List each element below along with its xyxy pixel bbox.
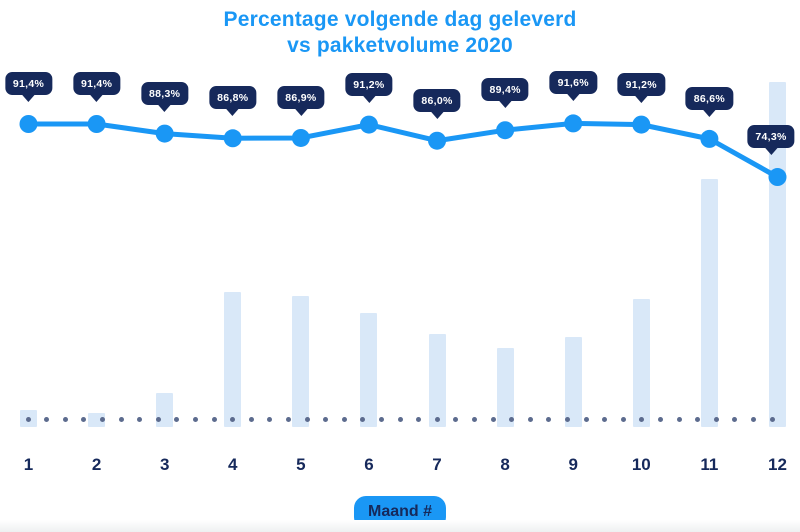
baseline-dot (397, 416, 403, 422)
baseline-dot (62, 416, 68, 422)
volume-bar-month-11 (700, 178, 718, 427)
x-axis-label-month-11: 11 (700, 455, 719, 474)
x-axis-label-month-3: 3 (159, 455, 170, 474)
percentage-badge-month-5: 86,9% (277, 85, 325, 109)
percentage-badge-month-4: 86,8% (209, 86, 257, 110)
volume-bar-month-7 (428, 333, 446, 427)
volume-bar-month-6 (360, 313, 378, 427)
volume-bar-month-9 (564, 337, 582, 427)
baseline-dot (546, 416, 552, 422)
volume-bar-month-4 (224, 292, 242, 427)
x-axis-label-month-9: 9 (568, 455, 578, 474)
line-point-month-3 (155, 124, 174, 143)
percentage-badge-month-11: 86,6% (685, 86, 734, 110)
bottom-fade (0, 520, 800, 532)
percentage-badge-month-9: 91,6% (549, 71, 597, 95)
line-point-month-9 (564, 114, 583, 133)
percentage-badge-month-6: 91,2% (345, 72, 393, 96)
baseline-dot (44, 416, 50, 422)
percentage-badge-month-12: 74,3% (747, 125, 795, 148)
baseline-dot (713, 416, 719, 422)
line-point-month-1 (19, 115, 38, 133)
x-axis-label-month-8: 8 (500, 455, 510, 474)
baseline-dot (81, 416, 87, 422)
baseline-dot (695, 416, 701, 422)
line-point-month-10 (632, 115, 651, 134)
volume-bar-month-5 (292, 295, 310, 427)
baseline-dot (564, 416, 570, 422)
x-axis-label-month-1: 1 (23, 455, 34, 474)
chart-title-line2: vs pakketvolume 2020 (287, 33, 513, 57)
line-point-month-11 (700, 129, 719, 148)
baseline-dot (174, 416, 180, 422)
line-point-month-2 (87, 115, 106, 133)
percentage-badge-month-10: 91,2% (617, 72, 665, 96)
baseline-dot (267, 416, 273, 422)
volume-bar-month-8 (496, 347, 514, 427)
line-point-month-7 (428, 131, 447, 150)
baseline-dot (304, 416, 310, 422)
line-point-month-4 (223, 129, 242, 148)
x-axis-label-month-12: 12 (768, 455, 787, 474)
chart-title: Percentage volgende dag geleverd vs pakk… (0, 7, 800, 58)
baseline-dot (25, 416, 31, 422)
baseline-dot (211, 416, 217, 422)
x-axis-label-month-10: 10 (631, 455, 651, 474)
baseline-dot (602, 416, 608, 422)
baseline-dot (490, 416, 496, 422)
baseline-dot (230, 416, 236, 422)
baseline-dot (416, 416, 422, 422)
baseline-dot (118, 416, 124, 422)
x-axis-label-month-2: 2 (91, 455, 102, 474)
baseline-dot (509, 416, 515, 422)
baseline-dot (583, 416, 589, 422)
percentage-badge-month-8: 89,4% (481, 78, 529, 102)
percentage-badge-month-7: 86,0% (413, 88, 461, 112)
baseline-dot (341, 416, 347, 422)
baseline-dot (323, 416, 329, 422)
line-point-month-5 (291, 128, 310, 147)
baseline-dot (769, 416, 775, 422)
line-point-month-12 (768, 168, 787, 187)
percentage-badge-month-2: 91,4% (72, 72, 121, 95)
baseline-dot (434, 416, 440, 422)
percentage-badge-month-1: 91,4% (4, 72, 53, 95)
percentage-badge-month-3: 88,3% (141, 81, 189, 105)
volume-bar-month-12 (768, 82, 786, 427)
baseline-dot (248, 416, 254, 422)
baseline-dot (676, 416, 682, 422)
x-axis-label-month-6: 6 (364, 455, 374, 474)
baseline-dot (657, 416, 663, 422)
volume-bar-month-10 (632, 299, 650, 427)
x-axis-label-month-7: 7 (432, 455, 442, 474)
baseline-dot (750, 416, 756, 422)
baseline-dot (471, 416, 477, 422)
baseline-dot (360, 416, 366, 422)
baseline-dot (192, 416, 198, 422)
baseline-dot (453, 416, 459, 422)
line-point-month-8 (496, 121, 515, 140)
baseline-dot (527, 416, 533, 422)
baseline-dot (620, 416, 626, 422)
baseline-dot (285, 416, 291, 422)
chart-title-line1: Percentage volgende dag geleverd (223, 8, 577, 31)
percentage-line (28, 120, 779, 180)
x-axis-label-month-4: 4 (228, 455, 238, 474)
baseline-dot (732, 416, 738, 422)
baseline-dot (639, 416, 645, 422)
baseline-dot (155, 416, 161, 422)
baseline-dot (99, 416, 105, 422)
x-axis-label-month-5: 5 (296, 455, 306, 474)
baseline-dot (378, 416, 384, 422)
baseline-dot (137, 416, 143, 422)
line-point-month-6 (359, 115, 378, 134)
